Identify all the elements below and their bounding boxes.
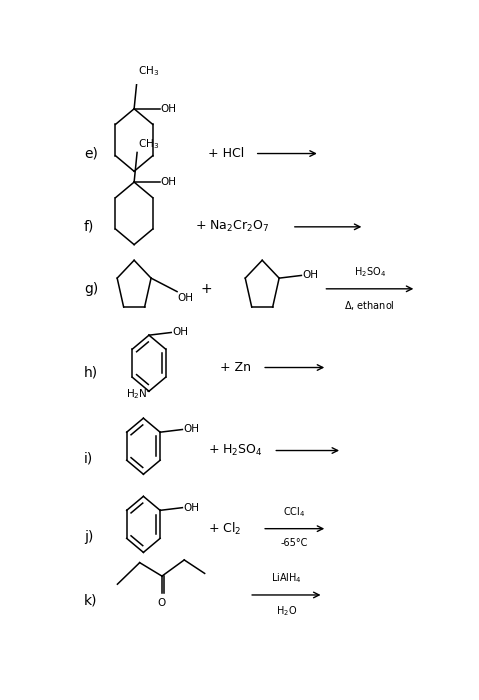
Text: H$_2$O: H$_2$O <box>276 605 297 619</box>
Text: CCl$_4$: CCl$_4$ <box>283 505 306 519</box>
Text: j): j) <box>84 530 93 544</box>
Text: CH$_3$: CH$_3$ <box>138 137 159 150</box>
Text: + Na$_2$Cr$_2$O$_7$: + Na$_2$Cr$_2$O$_7$ <box>195 219 270 234</box>
Text: OH: OH <box>161 177 177 187</box>
Text: e): e) <box>84 146 98 160</box>
Text: LiAlH$_4$: LiAlH$_4$ <box>271 571 302 585</box>
Text: H$_2$N: H$_2$N <box>126 387 148 401</box>
Text: i): i) <box>84 452 93 466</box>
Text: OH: OH <box>302 270 318 281</box>
Text: + HCl: + HCl <box>208 147 245 160</box>
Text: k): k) <box>84 594 98 608</box>
Text: OH: OH <box>183 503 199 512</box>
Text: -65°C: -65°C <box>281 538 308 548</box>
Text: OH: OH <box>178 293 194 303</box>
Text: + Zn: + Zn <box>219 361 251 374</box>
Text: + H$_2$SO$_4$: + H$_2$SO$_4$ <box>208 443 263 458</box>
Text: OH: OH <box>183 424 199 435</box>
Text: OH: OH <box>172 328 188 337</box>
Text: CH$_3$: CH$_3$ <box>138 64 159 78</box>
Text: f): f) <box>84 220 94 234</box>
Text: OH: OH <box>161 104 177 114</box>
Text: + Cl$_2$: + Cl$_2$ <box>208 521 242 537</box>
Text: g): g) <box>84 282 98 296</box>
Text: +: + <box>201 282 213 296</box>
Text: O: O <box>158 598 166 608</box>
Text: H$_2$SO$_4$: H$_2$SO$_4$ <box>354 265 386 279</box>
Text: $\Delta$, ethanol: $\Delta$, ethanol <box>344 298 395 312</box>
Text: h): h) <box>84 366 98 380</box>
